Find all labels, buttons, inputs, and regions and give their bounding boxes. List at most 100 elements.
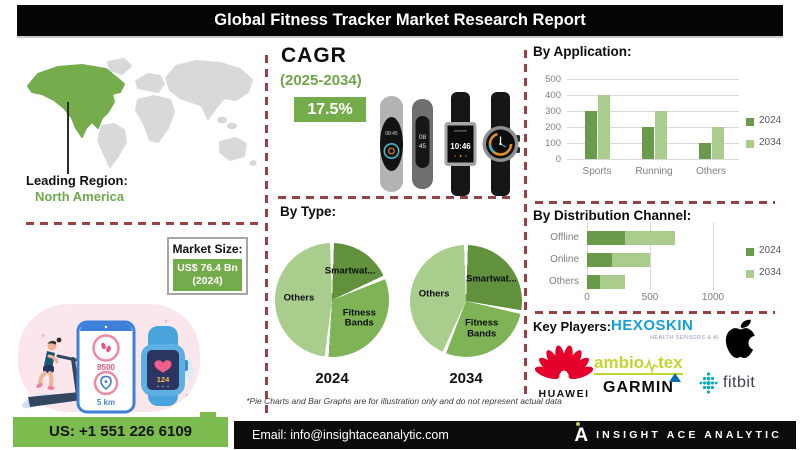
- report-title-bar: Global Fitness Tracker Market Research R…: [17, 5, 783, 38]
- island-shape: [249, 160, 257, 166]
- y-axis-tick: 400: [545, 90, 561, 101]
- divider-col-1: [265, 55, 268, 415]
- bar-2034-Online: [612, 253, 650, 267]
- legend-label-2034: 2034: [759, 267, 782, 278]
- footer-bar: Email: info@insightaceanalytic.com A INS…: [234, 421, 796, 449]
- bar-2024-Others: [699, 143, 711, 159]
- leading-region-label: Leading Region:: [26, 173, 128, 188]
- band2-time-top: 08: [419, 134, 427, 141]
- steps-count: 8500: [97, 363, 115, 372]
- distance-value: 5 km: [97, 398, 115, 407]
- by-application-title: By Application:: [533, 44, 632, 59]
- market-size-box: Market Size: US$ 76.4 Bn (2024): [167, 237, 248, 295]
- pie-year-2024: 2024: [315, 370, 349, 387]
- y-axis-tick: 500: [545, 74, 561, 85]
- south-america-shape: [97, 123, 127, 168]
- key-players-section: Key Players: HEXOSKIN HEALTH SENSORS & A…: [531, 315, 783, 411]
- huawei-logo: HUAWEI: [534, 341, 594, 400]
- fitbit-wordmark: fitbit: [723, 374, 756, 391]
- bar-2024-Online: [587, 253, 613, 267]
- pie-slice-label-2024: Smartwat...: [324, 265, 376, 277]
- legend-label-2024: 2024: [759, 245, 782, 256]
- band1-time: 08:45: [385, 131, 398, 137]
- square-smartwatch: 10:46: [444, 92, 477, 196]
- legend-swatch-2024: [746, 118, 754, 126]
- y-axis-category: Others: [548, 276, 579, 287]
- divider-col-2: [524, 50, 527, 400]
- runner-illustration: ♥ ♥ ♥ 8500 5 km: [18, 304, 200, 414]
- divider-left: [26, 222, 264, 225]
- australia-shape: [219, 137, 247, 161]
- north-america-region: [27, 64, 125, 138]
- x-axis-tick: 1000: [701, 292, 725, 303]
- cagr-label: CAGR: [281, 44, 347, 67]
- smartwatch-illustration: 124: [141, 326, 188, 406]
- square-watch-time: 10:46: [450, 142, 471, 151]
- bar-2034-Offline: [624, 231, 676, 245]
- asia-shape: [165, 60, 253, 120]
- gridline: [567, 95, 739, 96]
- y-axis-tick: 100: [545, 138, 561, 149]
- hexoskin-wordmark: HEXOSKIN: [611, 317, 694, 334]
- heart-decoration: ♥: [185, 393, 189, 399]
- greenland-shape: [107, 58, 132, 75]
- y-axis-tick: 0: [555, 154, 561, 165]
- x-axis-category: Others: [695, 166, 726, 177]
- garmin-triangle-icon: [669, 373, 681, 382]
- by-distribution-chart: 0 500 1000 Offline Online Others 2024 2034: [531, 218, 783, 306]
- band2-time-bottom: 45: [419, 143, 427, 150]
- chart-disclaimer: *Pie Charts and Bar Graphs are for illus…: [246, 396, 562, 406]
- phone-box-notch: [200, 412, 216, 419]
- garmin-trademark: ™: [673, 379, 680, 385]
- divider-right-1: [535, 201, 775, 204]
- brand-name: INSIGHT ACE ANALYTIC: [596, 429, 782, 441]
- legend-label-2024: 2024: [759, 115, 782, 126]
- cagr-value-badge: 17.5%: [294, 97, 366, 122]
- fitness-band-2: 08 45: [412, 99, 433, 189]
- island-shape: [217, 116, 227, 124]
- phone-contact: US: +1 551 226 6109: [13, 417, 228, 447]
- y-axis-tick: 200: [545, 122, 561, 133]
- by-distribution-title: By Distribution Channel:: [533, 208, 692, 223]
- x-axis-category: Sports: [582, 166, 612, 177]
- heart-rate-icon: [154, 360, 172, 373]
- report-title: Global Fitness Tracker Market Research R…: [214, 11, 586, 29]
- pulse-icon: [644, 358, 659, 373]
- gridline: [567, 79, 739, 80]
- market-size-value-box: US$ 76.4 Bn (2024): [173, 259, 242, 291]
- bar-2034-Others: [599, 275, 625, 289]
- legend-swatch-2034: [746, 270, 754, 278]
- huawei-wordmark: HUAWEI: [538, 388, 590, 400]
- bar-2034-Sports: [598, 95, 610, 159]
- market-size-label: Market Size:: [172, 242, 243, 256]
- fitbit-dots-icon: [699, 372, 718, 394]
- ambiotex-wordmark-right: tex: [658, 353, 683, 372]
- pie-slice-label-2034: Others: [418, 288, 450, 300]
- gridline: [713, 222, 714, 290]
- fitbit-logo: fitbit: [699, 372, 755, 394]
- pie-chart-2024: Smartwat... Fitness Bands Others: [275, 243, 389, 357]
- hexoskin-tagline: HEALTH SENSORS & AI: [650, 335, 719, 341]
- email-contact: Email: info@insightaceanalytic.com: [252, 428, 449, 442]
- heart-decoration: ♥: [164, 319, 168, 325]
- leading-region-value: North America: [35, 189, 125, 204]
- by-type-title: By Type:: [280, 204, 337, 219]
- runner-figure: [36, 337, 62, 390]
- world-map: [27, 58, 257, 168]
- x-axis-tick: 500: [641, 292, 659, 303]
- key-players-label: Key Players:: [533, 319, 612, 334]
- y-axis-tick: 300: [545, 106, 561, 117]
- fitness-app-phone: 8500 5 km: [76, 320, 136, 414]
- legend-swatch-2034: [746, 140, 754, 148]
- cagr-period: (2025-2034): [280, 72, 362, 89]
- pie-slice-label-2024: Fitness Bands: [342, 306, 376, 329]
- gridline: [567, 159, 739, 160]
- steps-icon: [92, 334, 120, 362]
- y-axis-category: Offline: [550, 232, 579, 243]
- bar-2034-Running: [655, 111, 667, 159]
- apple-logo-icon: [725, 319, 758, 358]
- garmin-logo: GARMIN™: [603, 373, 681, 397]
- market-size-value: US$ 76.4 Bn: [177, 262, 238, 274]
- map-pointer-line: [67, 102, 69, 174]
- bar-2024-Others: [587, 275, 600, 289]
